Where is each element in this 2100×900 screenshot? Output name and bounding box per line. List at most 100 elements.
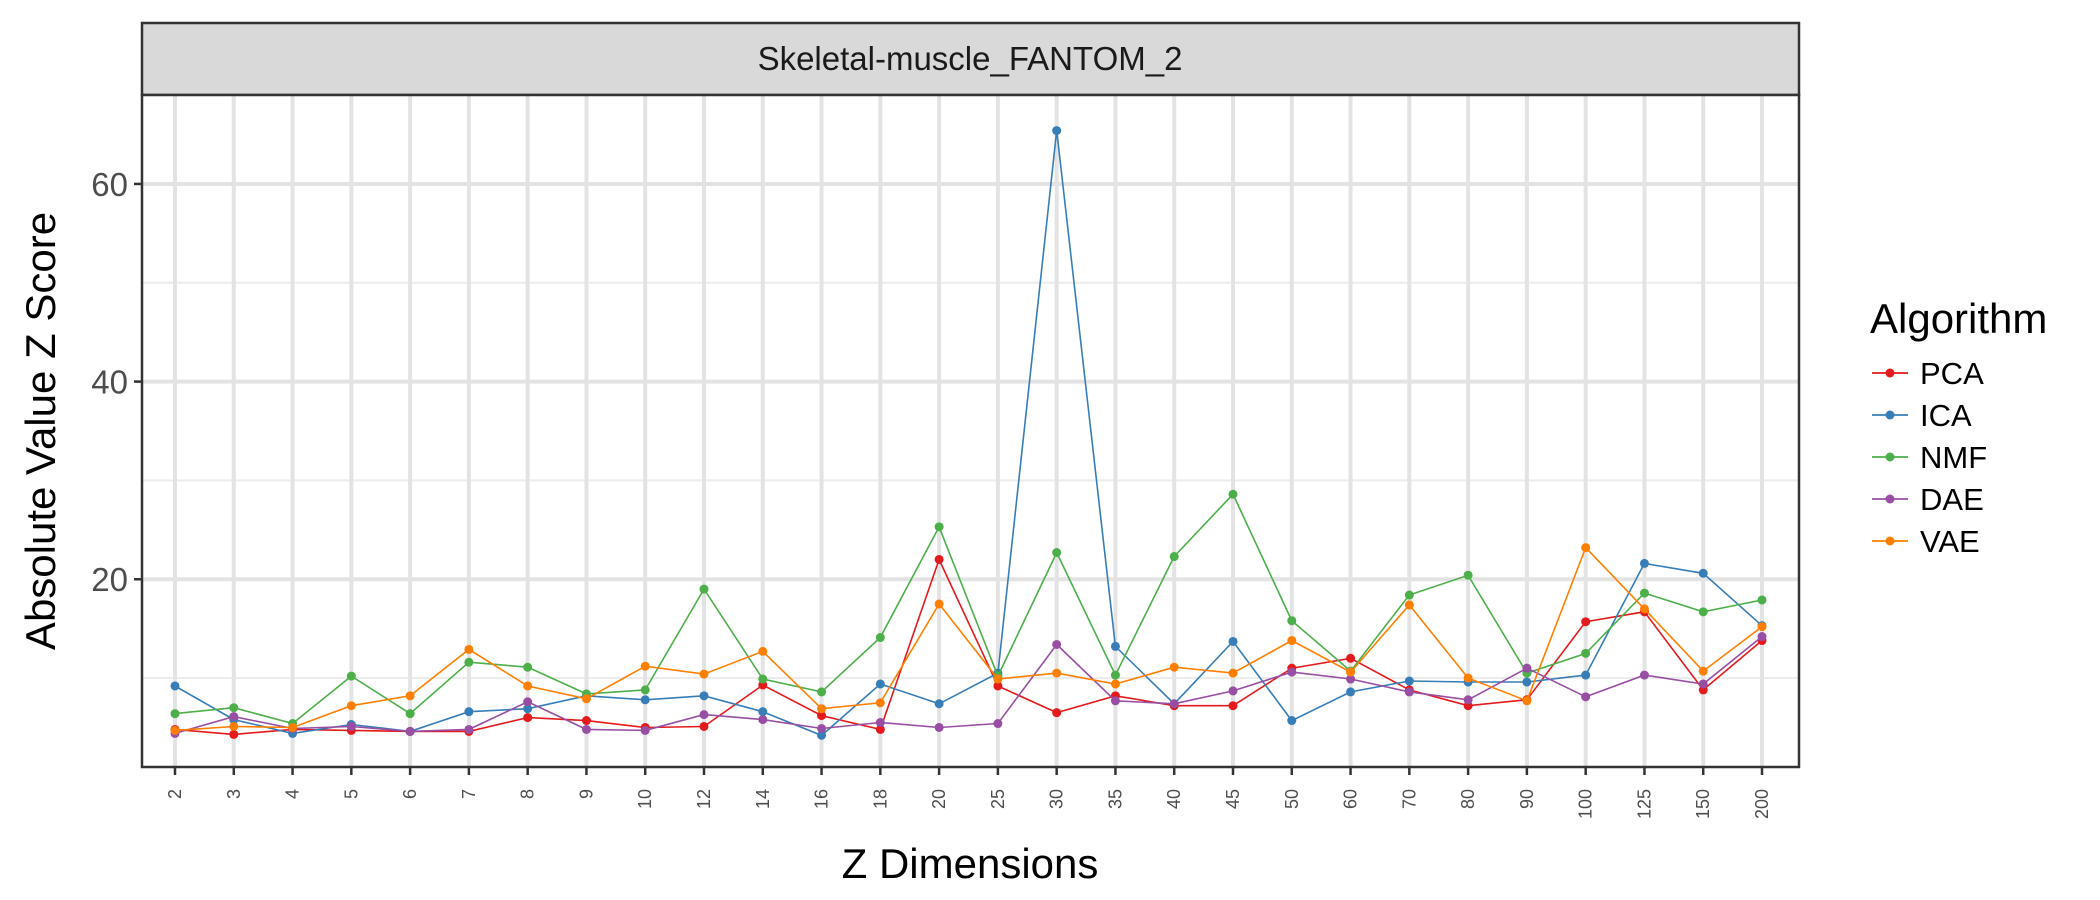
x-tick-label: 10: [635, 789, 655, 809]
nmf-point: [346, 671, 356, 681]
y-tick-label: 60: [91, 166, 128, 203]
y-axis: 20 40 60: [91, 166, 142, 598]
dae-point: [1228, 686, 1238, 696]
ica-point: [640, 695, 650, 705]
vae-point: [523, 681, 533, 691]
dae-point: [1169, 699, 1179, 709]
nmf-point: [1287, 616, 1297, 626]
vae-point: [1228, 668, 1238, 678]
x-tick-label: 70: [1399, 789, 1419, 809]
minor-gridlines: [142, 281, 1799, 680]
legend-label: DAE: [1920, 482, 1984, 517]
vae-point: [758, 646, 768, 656]
pca-point: [1346, 653, 1356, 663]
ica-point: [1581, 670, 1591, 680]
vae-point: [1639, 604, 1649, 614]
nmf-point: [464, 657, 474, 667]
dae-point: [1581, 692, 1591, 702]
legend-item-ica: ICA: [1872, 398, 1972, 433]
dae-point: [934, 722, 944, 732]
dae-point: [699, 710, 709, 720]
x-tick-label: 8: [518, 789, 538, 799]
x-tick-label: 7: [459, 789, 479, 799]
vae-line: [174, 546, 1763, 732]
legend-label: NMF: [1920, 440, 1987, 475]
legend-label: VAE: [1920, 524, 1980, 559]
legend-item-dae: DAE: [1872, 482, 1984, 517]
nmf-point: [1581, 648, 1591, 658]
x-axis-title: Z Dimensions: [842, 840, 1099, 887]
pca-point: [934, 554, 944, 564]
dae-point: [1346, 674, 1356, 684]
x-tick-label: 16: [812, 789, 832, 809]
y-axis-title: Absolute Value Z Score: [17, 212, 64, 650]
pca-point: [817, 711, 827, 721]
legend-item-nmf: NMF: [1872, 440, 1987, 475]
pca-point: [523, 713, 533, 723]
ica-point: [464, 707, 474, 717]
x-tick-label: 90: [1517, 789, 1537, 809]
facet-strip: [140, 21, 1801, 97]
legend: Algorithm PCA ICA NMF DAE VAE: [1870, 295, 2047, 559]
vae-point: [464, 644, 474, 654]
vae-point: [934, 599, 944, 609]
x-tick-label: 200: [1752, 789, 1772, 819]
legend-key-point: [1885, 368, 1895, 378]
pca-point: [1581, 617, 1591, 627]
x-tick-label: 14: [753, 789, 773, 809]
legend-key-point: [1885, 536, 1895, 546]
plot-panel: [142, 95, 1799, 767]
dae-point: [1639, 670, 1649, 680]
pca-line: [174, 557, 1763, 736]
x-tick-label: 18: [870, 789, 890, 809]
nmf-point: [640, 685, 650, 695]
vae-point: [699, 669, 709, 679]
legend-label: ICA: [1920, 398, 1972, 433]
vae-point: [1463, 673, 1473, 683]
dae-point: [817, 723, 827, 733]
ica-point: [1287, 716, 1297, 726]
legend-key-point: [1885, 494, 1895, 504]
facet-title: Skeletal-muscle_FANTOM_2: [758, 40, 1183, 77]
vae-point: [993, 674, 1003, 684]
x-axis: 2 3 4 5 6 7 8 9 10 12 14 16 18 20 25 30 35 40 45 50 60 70 80 90…: [165, 767, 1772, 819]
nmf-point: [1110, 670, 1120, 680]
dae-point: [1287, 667, 1297, 677]
pca-point: [699, 721, 709, 731]
vae-point: [1287, 636, 1297, 646]
pca-point: [875, 724, 885, 734]
legend-title: Algorithm: [1870, 295, 2047, 342]
legend-key-point: [1885, 410, 1895, 420]
series-layer: [170, 126, 1767, 740]
y-tick-label: 20: [91, 561, 128, 598]
dae-point: [229, 712, 239, 722]
pca-point: [993, 681, 1003, 691]
pca-point: [229, 729, 239, 739]
panel-border: [140, 93, 1801, 769]
dae-point: [640, 725, 650, 735]
dae-point: [993, 719, 1003, 729]
pca-point: [1228, 701, 1238, 711]
nmf-point: [1404, 590, 1414, 600]
nmf-point: [1639, 588, 1649, 598]
dae-point: [523, 697, 533, 707]
nmf-point: [1757, 595, 1767, 605]
ica-point: [170, 681, 180, 691]
x-tick-label: 125: [1634, 789, 1654, 819]
dae-point: [758, 715, 768, 725]
series-dae: [170, 632, 1767, 738]
nmf-point: [1463, 570, 1473, 580]
nmf-point: [817, 687, 827, 697]
dae-point: [1522, 663, 1532, 673]
y-tick-label: 40: [91, 364, 128, 401]
pca-point: [581, 716, 591, 726]
ica-point: [1228, 636, 1238, 646]
x-tick-label: 45: [1223, 789, 1243, 809]
vae-point: [1698, 666, 1708, 676]
major-gridlines: [142, 95, 1799, 767]
nmf-point: [699, 584, 709, 594]
x-tick-label: 40: [1164, 789, 1184, 809]
ica-line: [174, 130, 1763, 737]
legend-label: PCA: [1920, 356, 1984, 391]
